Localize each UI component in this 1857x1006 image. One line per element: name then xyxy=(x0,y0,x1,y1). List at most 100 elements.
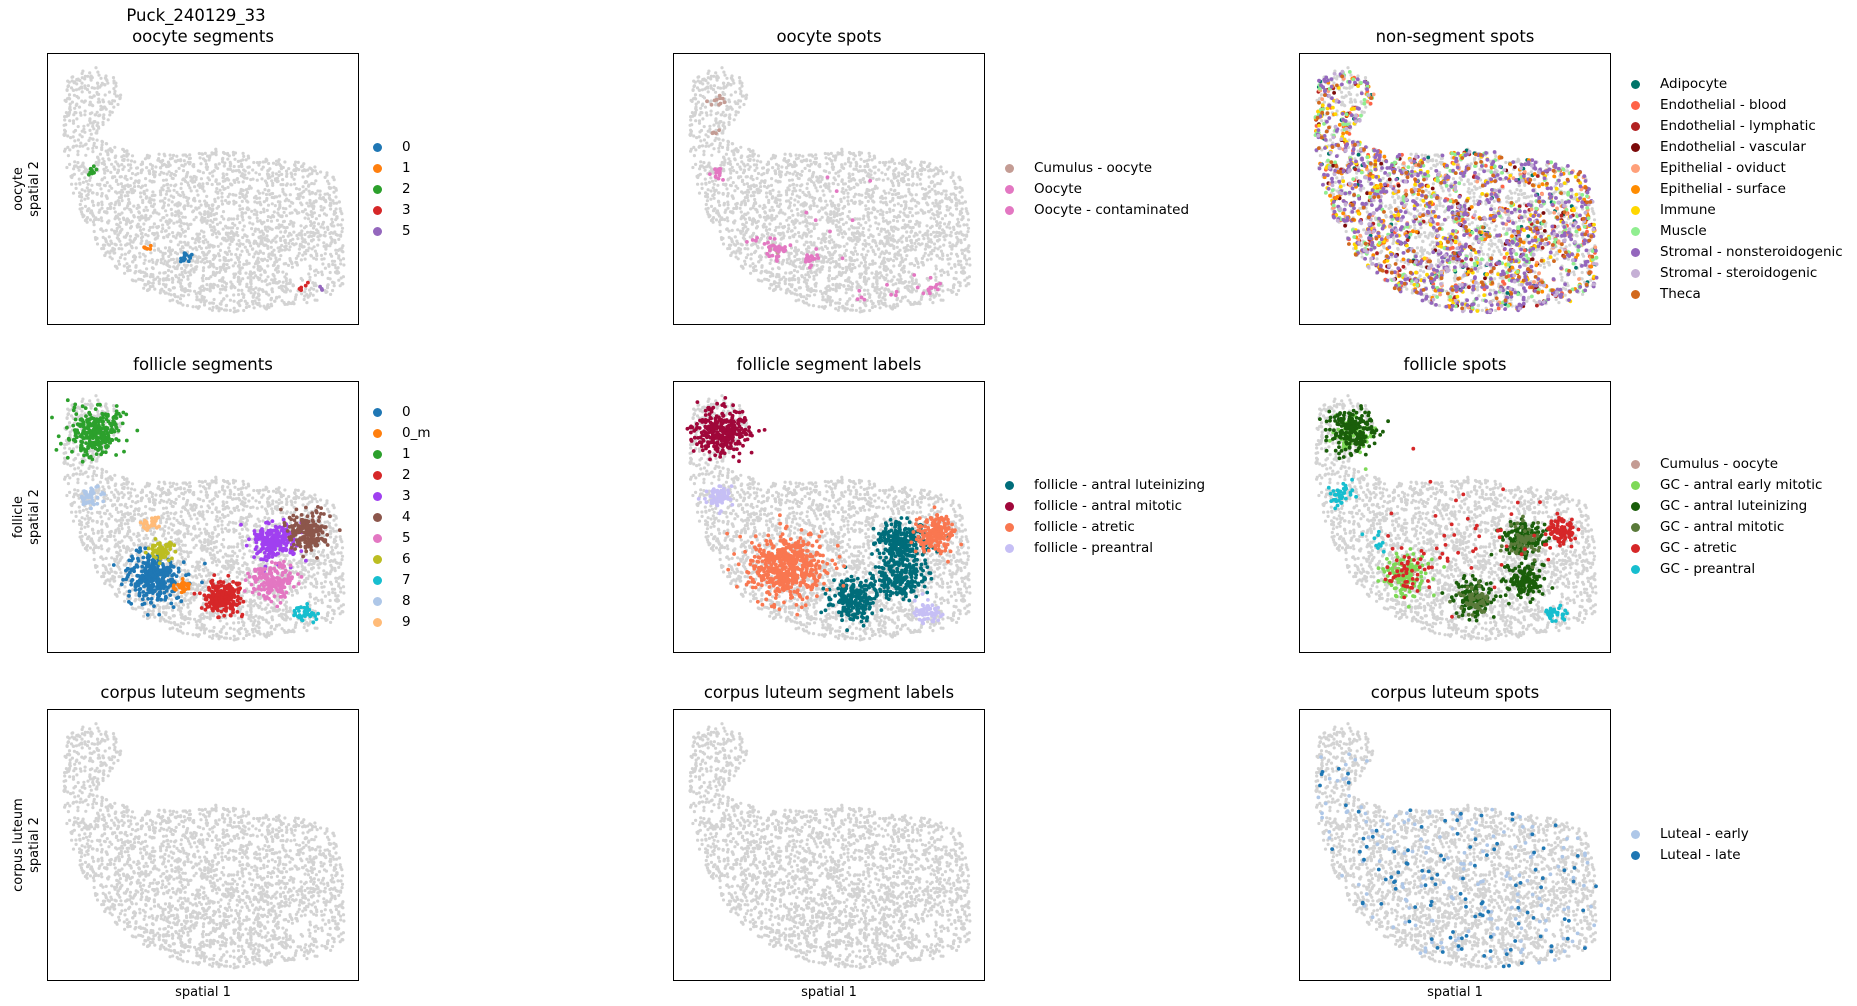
data-point xyxy=(206,593,211,598)
data-point xyxy=(1462,204,1467,208)
data-point xyxy=(288,571,292,576)
legend-marker xyxy=(373,575,382,585)
data-point xyxy=(1398,168,1403,173)
data-point xyxy=(1337,190,1342,195)
data-point xyxy=(815,253,819,258)
data-point xyxy=(904,557,909,561)
data-point xyxy=(1582,225,1587,229)
data-point xyxy=(1370,243,1374,248)
data-point xyxy=(129,579,134,583)
data-point xyxy=(1373,159,1378,163)
data-point xyxy=(1523,162,1528,167)
data-point xyxy=(1352,193,1356,197)
data-point xyxy=(320,530,325,535)
data-point xyxy=(270,549,274,553)
data-point xyxy=(1413,260,1418,264)
data-point xyxy=(242,589,247,593)
data-point xyxy=(1316,128,1321,132)
data-point xyxy=(1439,276,1444,281)
data-point xyxy=(1542,283,1546,288)
data-point xyxy=(1504,222,1509,227)
data-point xyxy=(1377,216,1381,221)
data-point xyxy=(1535,220,1540,225)
data-point xyxy=(262,584,266,589)
data-point xyxy=(1456,204,1461,209)
data-point xyxy=(163,594,168,599)
data-point xyxy=(173,549,178,554)
data-point xyxy=(155,586,160,591)
data-point xyxy=(97,429,102,433)
data-point xyxy=(1562,210,1567,215)
data-point xyxy=(1493,188,1498,193)
data-point xyxy=(1487,200,1491,205)
data-point xyxy=(1385,258,1390,263)
data-point xyxy=(301,535,305,539)
data-point xyxy=(98,402,102,407)
data-point xyxy=(907,598,912,603)
data-point xyxy=(186,259,191,264)
data-point xyxy=(1371,253,1376,258)
data-point xyxy=(1457,222,1462,227)
data-point xyxy=(1522,286,1526,290)
data-point xyxy=(1399,280,1404,285)
data-point xyxy=(129,601,134,606)
data-point xyxy=(881,551,886,556)
data-point xyxy=(304,549,309,554)
data-point xyxy=(1462,233,1466,238)
data-point xyxy=(1498,287,1503,292)
data-point xyxy=(1509,201,1514,205)
series-4 xyxy=(239,517,308,573)
data-point xyxy=(1433,214,1438,219)
data-point xyxy=(91,491,96,495)
data-point xyxy=(903,576,908,581)
data-point xyxy=(1355,106,1360,110)
data-point xyxy=(272,533,277,538)
legend-marker xyxy=(1631,268,1640,278)
data-point xyxy=(310,514,315,518)
data-point xyxy=(1414,290,1419,294)
data-point xyxy=(1403,179,1408,184)
data-point xyxy=(775,248,779,253)
data-point xyxy=(1435,222,1440,226)
data-point xyxy=(1513,207,1517,212)
data-point xyxy=(1548,250,1553,255)
data-point xyxy=(272,566,277,571)
data-point xyxy=(1389,184,1393,189)
data-point xyxy=(1368,101,1373,106)
data-point xyxy=(1537,299,1542,304)
data-point xyxy=(1469,257,1474,262)
legend-label: Epithelial - oviduct xyxy=(1660,158,1786,179)
data-point xyxy=(1455,165,1460,170)
data-point xyxy=(1337,179,1342,184)
data-point xyxy=(317,515,322,519)
data-point xyxy=(291,552,295,557)
data-point xyxy=(907,520,912,525)
data-point xyxy=(1538,225,1542,230)
data-point xyxy=(1328,193,1332,198)
data-point xyxy=(1327,103,1332,108)
data-point xyxy=(153,537,158,541)
data-point xyxy=(1495,173,1500,177)
data-point xyxy=(1412,214,1417,219)
data-point xyxy=(1359,170,1364,175)
data-point xyxy=(1491,173,1495,178)
data-point xyxy=(150,563,154,567)
data-point xyxy=(1376,195,1381,199)
data-point xyxy=(1429,301,1434,305)
data-point xyxy=(142,521,147,526)
data-point xyxy=(1553,293,1558,298)
data-point xyxy=(1556,200,1561,205)
data-point xyxy=(1445,163,1449,168)
data-point xyxy=(875,548,880,552)
data-point xyxy=(1473,161,1478,165)
data-point xyxy=(1530,294,1534,299)
data-point xyxy=(883,547,888,552)
data-point xyxy=(156,577,161,582)
data-point xyxy=(147,590,152,595)
data-point xyxy=(309,523,314,528)
data-point xyxy=(1392,286,1397,291)
data-point xyxy=(1516,292,1520,297)
data-point xyxy=(75,422,80,427)
data-point xyxy=(198,591,202,596)
data-point xyxy=(1391,277,1396,282)
